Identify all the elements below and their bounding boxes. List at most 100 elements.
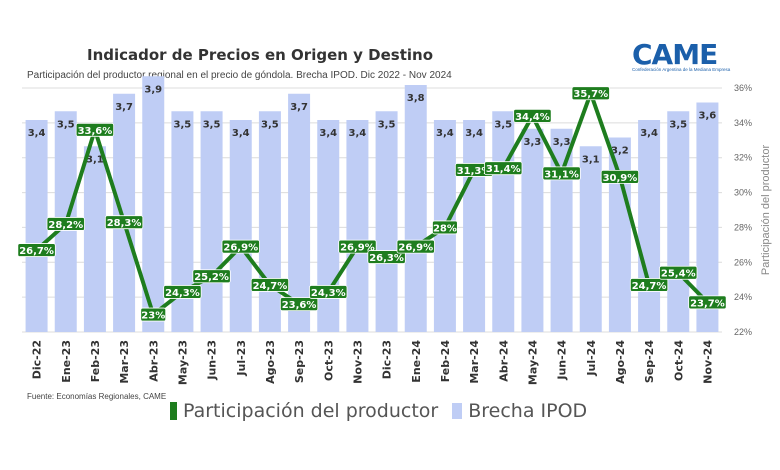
bar-value-label: 3,7	[115, 102, 133, 113]
x-tick-label: May-23	[176, 340, 189, 385]
bar	[258, 111, 281, 332]
x-tick-label: Abr-24	[497, 340, 510, 382]
bar	[404, 85, 427, 332]
x-tick-label: Ene-23	[60, 340, 73, 383]
line-value-box	[309, 285, 348, 299]
bar-value-label: 3,4	[640, 128, 658, 139]
logo-tagline: Confederación Argentina de la Mediana Em…	[632, 67, 731, 72]
bar-value-label: 3,5	[174, 119, 192, 130]
bar-value-label: 3,2	[611, 146, 629, 157]
bar	[25, 120, 48, 332]
x-tick-label: Mar-24	[468, 340, 481, 384]
x-tick-label: Dic-23	[381, 340, 394, 379]
legend-bar-swatch	[452, 403, 463, 419]
bar	[492, 111, 515, 332]
series-line	[35, 91, 709, 317]
line-value-box	[279, 297, 319, 312]
line-value-label: 34,4%	[515, 112, 550, 123]
x-tick-label: Abr-23	[147, 340, 160, 382]
line-value-label: 25,4%	[661, 269, 696, 280]
bar	[579, 146, 602, 332]
x-tick-label: Jul-23	[235, 340, 248, 377]
y-tick-label: 34%	[734, 118, 752, 128]
line-value-label: 26,9%	[223, 243, 258, 254]
line-value-box	[571, 86, 610, 101]
y-tick-label: 26%	[734, 257, 752, 267]
line-value-label: 31,4%	[486, 164, 521, 175]
line-value-label: 24,7%	[253, 281, 288, 292]
bar	[463, 120, 486, 332]
bar-value-label: 3,1	[582, 154, 600, 165]
line-value-label: 30,9%	[603, 173, 638, 184]
line-value-box	[432, 220, 458, 235]
line-value-box	[250, 278, 290, 292]
line-value-label: 31,1%	[544, 169, 579, 180]
bar-value-label: 3,1	[86, 154, 104, 165]
chart-subtitle: Participación del productor regional en …	[27, 70, 452, 81]
legend-bar-label: Brecha IPOD	[468, 400, 588, 422]
line-value-box	[600, 169, 640, 184]
y-tick-label: 36%	[734, 83, 752, 93]
line-value-label: 24,7%	[632, 281, 667, 292]
bar-value-label: 3,9	[144, 84, 162, 95]
x-tick-label: Feb-24	[439, 340, 452, 383]
bar	[171, 111, 194, 332]
line-value-box	[192, 269, 231, 284]
x-tick-label: Oct-24	[672, 340, 685, 381]
bar	[346, 120, 369, 332]
bar-value-label: 3,5	[669, 119, 687, 130]
line-value-label: 28,3%	[107, 218, 142, 229]
line-value-label: 31,3%	[457, 166, 492, 177]
line-value-box	[221, 239, 260, 254]
line-value-label: 26,3%	[369, 253, 404, 264]
line-value-box	[75, 122, 115, 137]
line-value-label: 26,9%	[340, 243, 375, 254]
x-tick-label: Ene-24	[410, 340, 423, 383]
bar-value-label: 3,4	[349, 128, 367, 139]
line-value-label: 23,7%	[690, 298, 725, 309]
x-tick-label: Nov-23	[351, 340, 364, 384]
x-tick-label: Jun-23	[206, 340, 219, 381]
logo-text: CAME	[632, 38, 718, 71]
line-value-box	[104, 215, 144, 230]
bar	[638, 120, 661, 332]
bar	[696, 102, 719, 332]
x-tick-label: Ago-24	[614, 340, 627, 384]
bar-value-label: 3,5	[378, 119, 396, 130]
bar-value-label: 3,4	[232, 128, 250, 139]
line-value-box	[17, 243, 56, 257]
line-value-label: 24,3%	[311, 288, 346, 299]
bar-value-label: 3,5	[57, 119, 75, 130]
line-value-label: 23,6%	[282, 300, 317, 311]
bar-value-label: 3,4	[319, 128, 337, 139]
bar-value-label: 3,5	[494, 119, 512, 130]
bar-value-label: 3,7	[290, 102, 308, 113]
line-value-box	[484, 161, 523, 176]
bar	[200, 111, 223, 332]
y-tick-label: 24%	[734, 292, 752, 302]
line-value-label: 23%	[141, 311, 165, 322]
x-tick-label: Oct-23	[322, 340, 335, 381]
y-tick-label: 28%	[734, 222, 752, 232]
legend-line-swatch	[170, 402, 177, 420]
line-value-box	[140, 307, 167, 322]
x-tick-label: Dic-22	[31, 340, 44, 379]
x-tick-label: Jul-24	[585, 340, 598, 377]
bar-value-label: 3,4	[28, 128, 46, 139]
line-value-label: 24,3%	[165, 288, 200, 299]
line-value-label: 28%	[433, 223, 457, 234]
bar	[229, 120, 252, 332]
bar	[521, 128, 544, 332]
x-tick-label: Sep-24	[643, 340, 656, 383]
bar-value-label: 3,4	[465, 128, 483, 139]
bar	[317, 120, 340, 332]
x-tick-label: Sep-23	[293, 340, 306, 383]
line-value-box	[629, 278, 669, 292]
bar-value-label: 3,6	[699, 111, 717, 122]
x-tick-label: Ago-23	[264, 340, 277, 384]
bar-value-label: 3,3	[553, 137, 571, 148]
bar	[113, 93, 136, 332]
line-value-label: 28,2%	[48, 220, 83, 231]
y-tick-label: 22%	[734, 327, 752, 337]
